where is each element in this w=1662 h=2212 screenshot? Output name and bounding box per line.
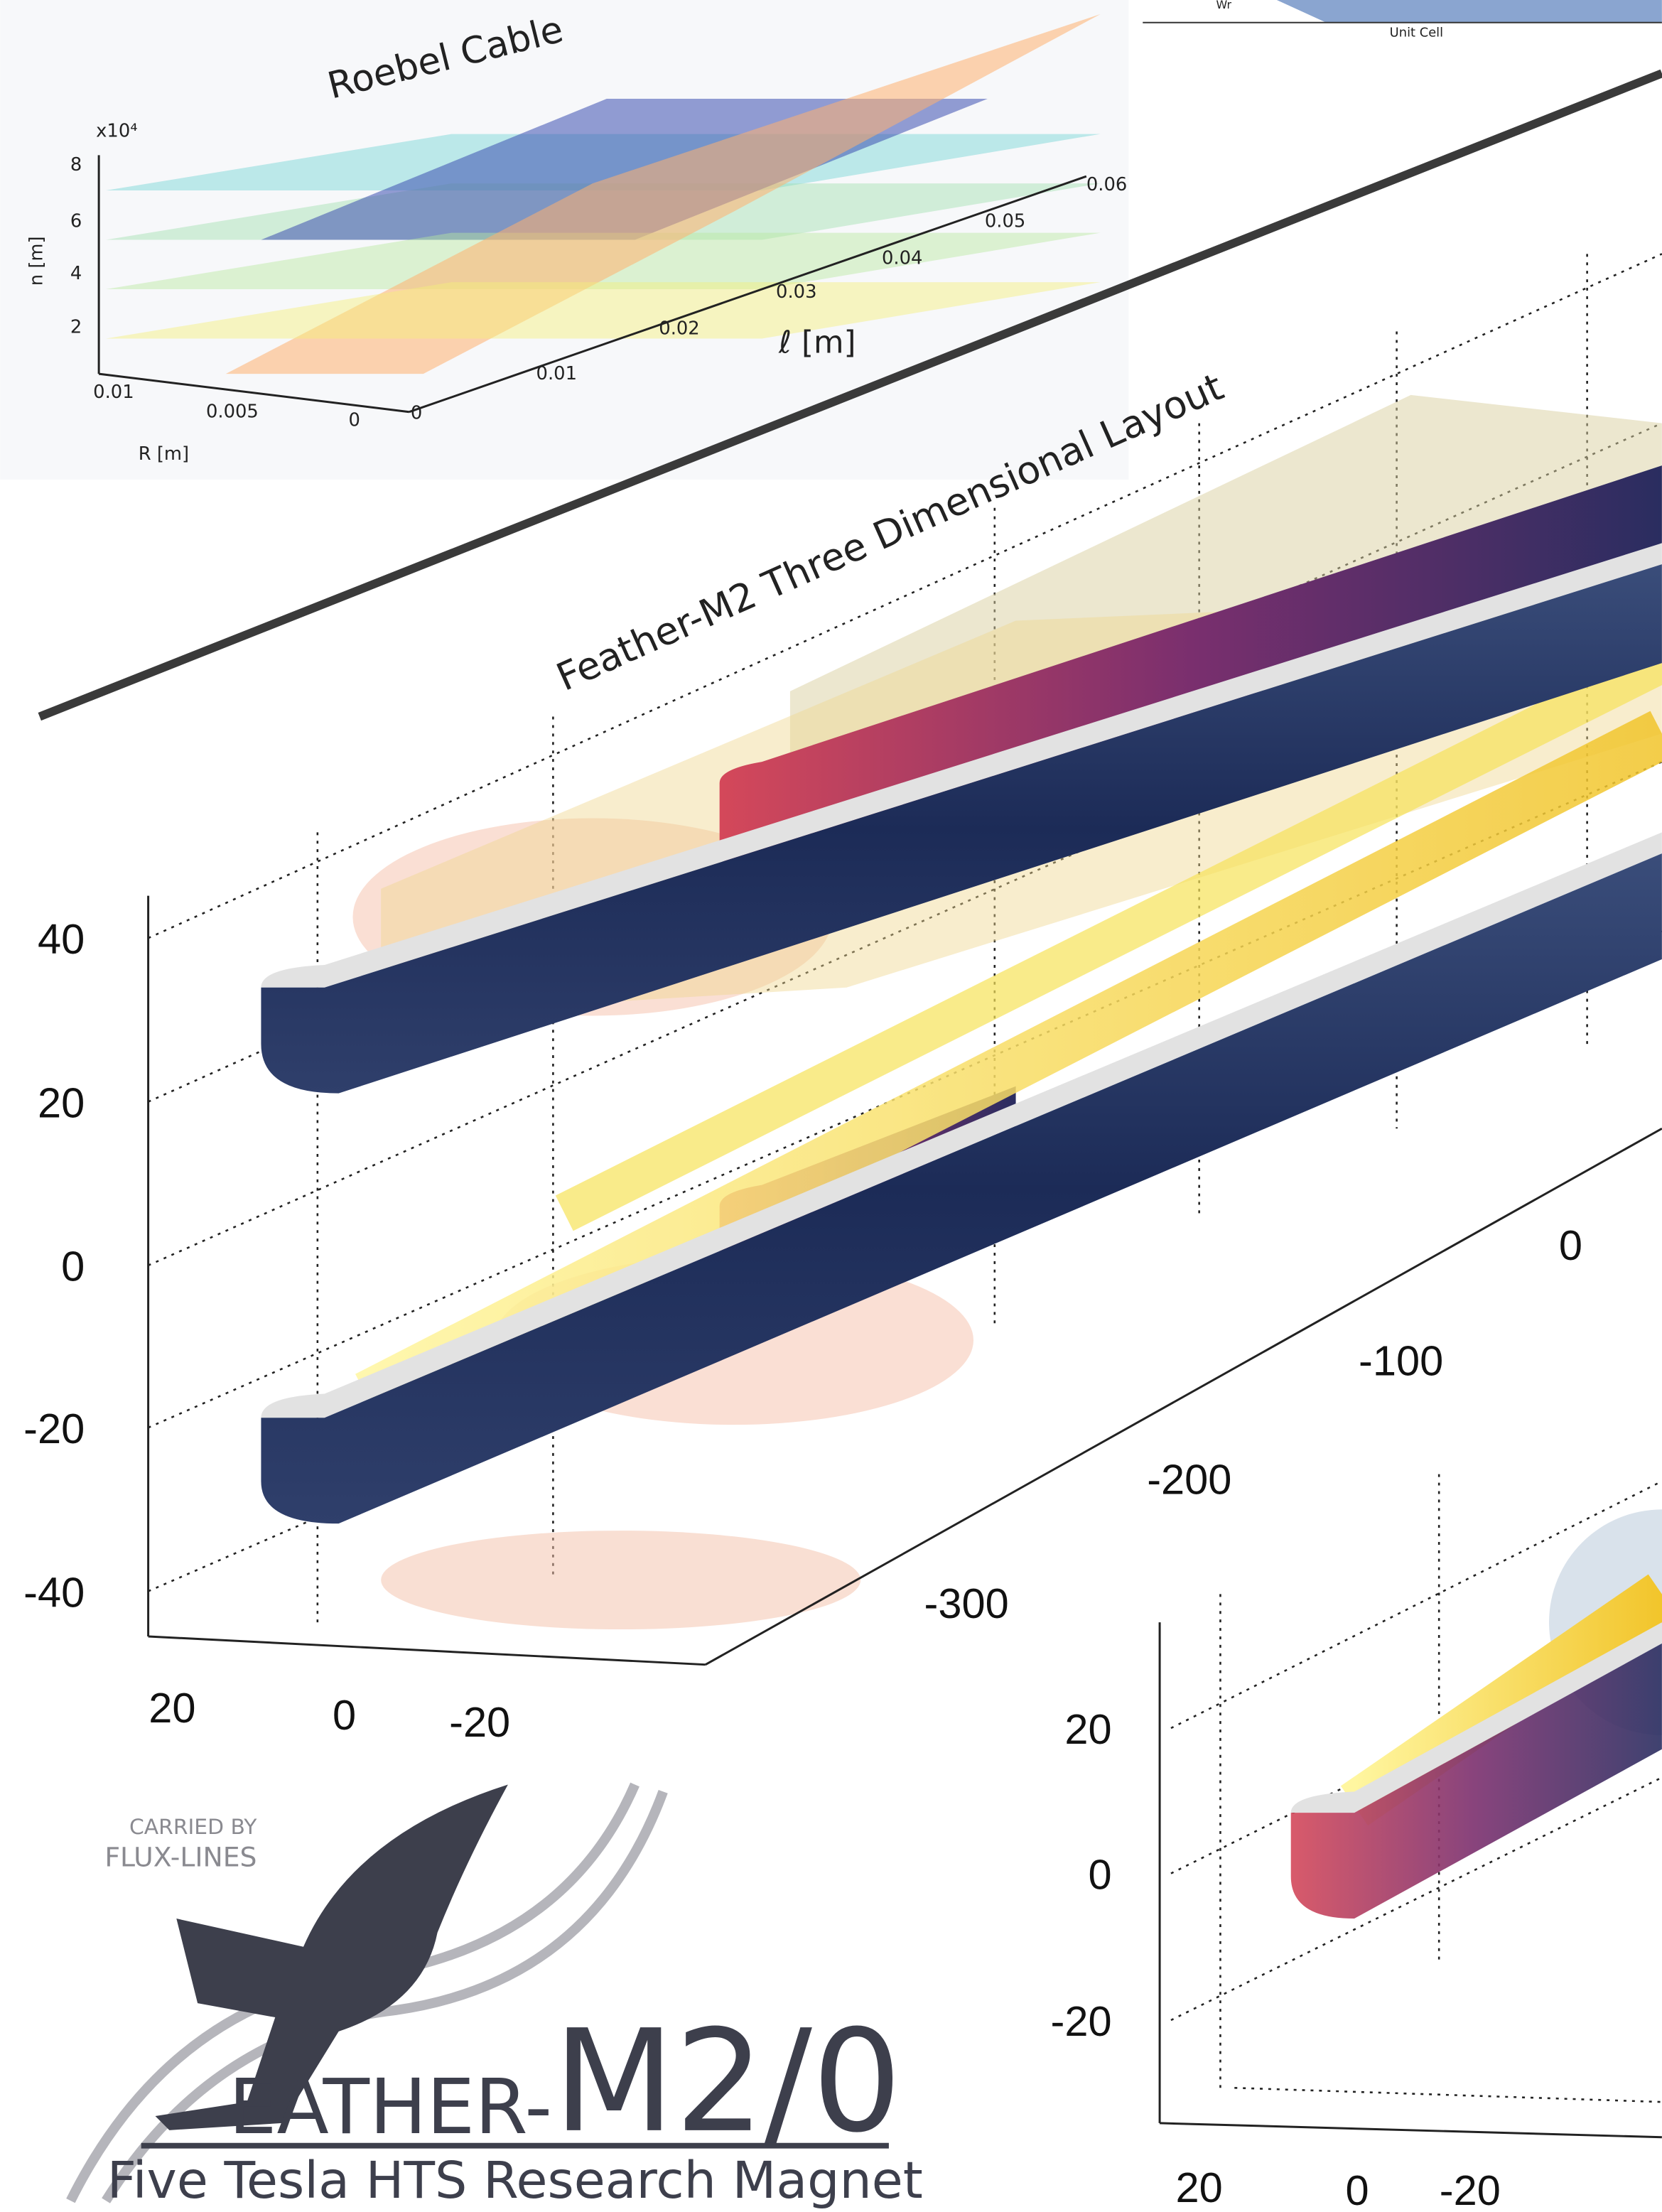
tick-label: 0.02 [659,318,699,340]
tick-label: 20 [149,1684,195,1732]
cell-shape [1277,0,1662,23]
cryostat-shape [381,1531,860,1629]
axis [149,1636,706,1665]
tick-label: 0.01 [93,382,134,403]
tick-label: 6 [70,211,82,232]
logo-text: FLUX-LINES [104,1842,257,1873]
tick-label: 8 [70,154,82,176]
dimension-label: Wr [1216,0,1231,11]
logo-text: CARRIED BY [129,1815,257,1840]
tick-label: 0 [1345,2167,1369,2212]
axis-label: R [m] [139,443,189,465]
tick-label: 20 [1176,2164,1223,2211]
unit-cell-fragment: Wr Unit Cell [1143,0,1662,41]
tick-label: 0 [411,403,422,424]
tick-label: 0 [349,410,360,431]
tick-label: 0.04 [882,247,922,269]
tick-label: 0.03 [776,281,816,303]
tick-label: -300 [924,1580,1009,1627]
tick-label: 0 [1559,1221,1582,1269]
page: Feather-M2 Poster {"roebel_plot": {"titl… [0,0,1662,2212]
tick-label: -20 [449,1698,510,1746]
tick-label: 0 [1088,1850,1111,1898]
tick-label: -20 [1051,1997,1112,2045]
tick-label: 0.06 [1086,174,1127,195]
logo-name: M2/0 [553,2000,902,2164]
cell-label: Unit Cell [1390,26,1443,41]
tick-label: -40 [23,1568,85,1616]
roebel-plot: Roebel Cable x10⁴ n [m] 8 6 4 2 0.06 0.0… [0,0,1128,480]
tick-label: 0.01 [536,363,577,384]
tick-label: 40 [38,915,85,963]
tick-label: -200 [1147,1455,1231,1503]
axis-label: ℓ [m] [778,324,856,360]
tick-label: 0 [61,1243,85,1290]
coil-detail [1291,1644,1662,1919]
axis-exponent: x10⁴ [96,121,137,142]
axis-label: n [m] [26,236,48,286]
tick-label: 20 [38,1079,85,1126]
detail-plot: 20 0 -20 20 0 -20 [1051,1474,1662,2212]
tick-label: -20 [23,1405,85,1452]
logo-name: EATHER- [229,2063,552,2152]
axis [1160,2123,1662,2137]
tick-label: 20 [1064,1705,1111,1753]
tick-label: 4 [70,263,82,284]
tick-label: 2 [70,317,82,338]
poster: Roebel Cable x10⁴ n [m] 8 6 4 2 0.06 0.0… [0,0,1662,2212]
logo-tagline: Five Tesla HTS Research Magnet [107,2151,923,2210]
tick-label: -100 [1359,1337,1443,1385]
logo: CARRIED BY FLUX-LINES EATHER- M2/0 Five … [70,1784,922,2210]
tick-label: 0.05 [985,211,1025,232]
tick-label: 0 [333,1691,356,1739]
body: Roebel Cable x10⁴ n [m] 8 6 4 2 0.06 0.0… [0,0,1662,2212]
tick-label: 0.005 [206,401,259,423]
tick-label: -20 [1440,2167,1501,2212]
